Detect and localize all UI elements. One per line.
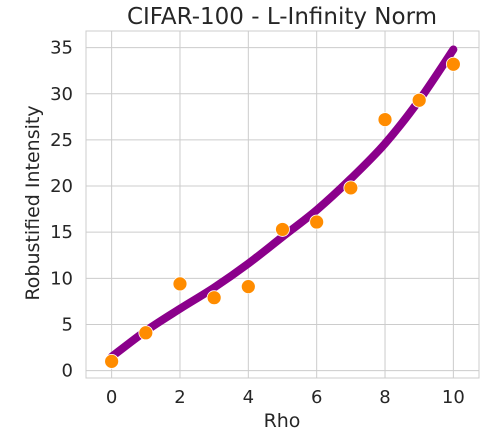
data-point (377, 112, 393, 127)
data-point (138, 325, 154, 341)
data-point (104, 353, 120, 369)
data-point (411, 92, 427, 108)
y-tick-label: 30 (50, 84, 73, 105)
x-tick-label: 0 (106, 387, 117, 408)
x-tick-label: 2 (174, 387, 185, 408)
x-tick-label: 6 (311, 387, 322, 408)
data-point (240, 279, 256, 295)
x-tick-label: 8 (379, 387, 390, 408)
y-tick-label: 10 (50, 268, 73, 289)
y-tick-label: 25 (50, 130, 73, 151)
y-tick-label: 5 (62, 314, 73, 335)
plot-area: 0 2 4 6 8 10 0 5 10 15 20 25 30 35 (50, 30, 480, 408)
y-tick-label: 35 (50, 38, 73, 59)
y-tick-label: 0 (62, 361, 73, 382)
y-tick-label: 20 (50, 176, 73, 197)
x-axis-title: Rho (264, 410, 301, 432)
x-tick-label: 10 (442, 387, 465, 408)
data-point (445, 56, 461, 72)
plot-frame (85, 30, 480, 379)
data-point (309, 214, 325, 230)
data-point (343, 180, 359, 196)
chart-title: CIFAR-100 - L-Infinity Norm (127, 4, 437, 30)
data-point (172, 276, 188, 292)
y-tick-label: 15 (50, 222, 73, 243)
y-axis-title: Robustified Intensity (22, 105, 44, 300)
data-point (275, 222, 290, 237)
x-tick-label: 4 (243, 387, 254, 408)
data-point (206, 290, 222, 306)
